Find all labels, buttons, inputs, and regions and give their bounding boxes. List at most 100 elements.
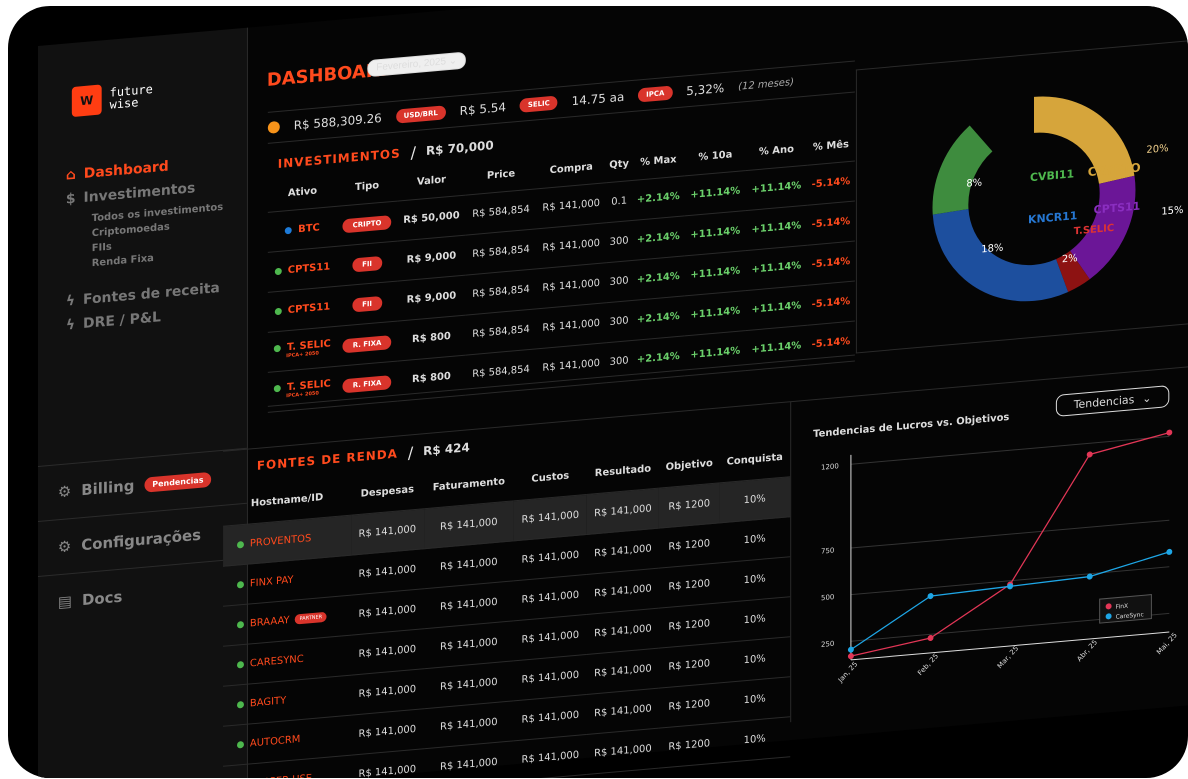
value-cell: R$ 800 xyxy=(396,315,466,362)
title-separator: / xyxy=(407,442,414,463)
expenses-cell: R$ 141,000 xyxy=(351,668,424,716)
trend-chart-panel: Tendencias de Lucros vs. Objetivos Tende… xyxy=(790,362,1188,723)
ten-year-cell: +11.14% xyxy=(684,290,746,336)
price-cell: R$ 584,854 xyxy=(465,308,537,356)
expenses-cell: R$ 141,000 xyxy=(351,748,424,778)
btc-price: R$ 588,309.26 xyxy=(293,110,382,133)
y-tick-label: 1200 xyxy=(821,462,839,472)
column-header: Resultado xyxy=(586,447,660,495)
expenses-cell: R$ 141,000 xyxy=(351,508,424,556)
value-cell: R$ 50,000 xyxy=(396,195,466,242)
sidebar-bottom: ⚙ Billing Pendencias ⚙ Configurações ▤ Docs xyxy=(38,447,247,631)
data-point-caresync xyxy=(1007,583,1014,590)
data-point-finx xyxy=(927,634,934,642)
max-cell: +2.14% xyxy=(631,175,685,221)
ipca-note: (12 meses) xyxy=(738,76,794,93)
price-cell: R$ 584,854 xyxy=(465,268,537,316)
purchase-cell: R$ 141,000 xyxy=(536,182,607,229)
asset-cell: T. SELIC IPCA+ 2050 xyxy=(267,326,338,373)
qty-cell: 300 xyxy=(606,220,632,263)
asset-name: BTC xyxy=(298,222,320,236)
type-badge: FII xyxy=(352,295,382,313)
qty-cell: 300 xyxy=(606,340,632,383)
y-tick-label: 250 xyxy=(821,640,834,649)
x-tick-label: Abr, 25 xyxy=(1076,638,1100,663)
sidebar: W future wise ⌂ Dashboard $ Investimentos T… xyxy=(38,27,248,778)
column-header: Conquista xyxy=(719,436,791,483)
costs-cell: R$ 141,000 xyxy=(514,734,587,778)
goal-cell: R$ 1200 xyxy=(659,682,720,729)
price-cell: R$ 584,854 xyxy=(465,228,537,276)
goal-cell: R$ 1200 xyxy=(659,602,720,649)
selic-value: 14.75 aa xyxy=(571,89,625,109)
data-point-finx xyxy=(1086,451,1093,458)
logo[interactable]: W future wise xyxy=(71,80,153,118)
donut-label-cpts11: CPTS11 xyxy=(1094,200,1141,217)
x-tick-label: Mai, 25 xyxy=(1155,631,1179,656)
asset-status-icon xyxy=(274,384,282,392)
price-cell: R$ 584,854 xyxy=(465,188,537,236)
lightning-icon: ϟ xyxy=(65,292,76,310)
asset-cell: CPTS11 xyxy=(267,246,338,293)
trends-dropdown[interactable]: Tendencias ⌄ xyxy=(1055,385,1170,417)
docs-label: Docs xyxy=(81,587,123,610)
investments-title: INVESTIMENTOS xyxy=(277,146,401,172)
y-tick-label: 750 xyxy=(821,547,834,556)
column-header: Qty xyxy=(606,147,632,183)
ten-year-cell: +11.14% xyxy=(684,250,746,296)
asset-name: CPTS11 xyxy=(287,261,331,277)
status-icon xyxy=(237,700,244,709)
trend-line-chart: 1200 750 500 250 Jan, 25 Feb, 25 Mar, 25 Abr, 2… xyxy=(821,429,1179,685)
asset-status-icon xyxy=(274,344,282,352)
value-cell: R$ 9,000 xyxy=(396,275,466,322)
type-cell: CRIPTO xyxy=(337,201,397,247)
achievement-cell: 10% xyxy=(719,596,791,643)
asset-status-icon xyxy=(274,267,282,275)
type-cell: R. FIXA xyxy=(337,361,397,407)
costs-cell: R$ 141,000 xyxy=(514,494,587,541)
donut-label-kncr11: KNCR11 xyxy=(1028,209,1077,226)
lightning-icon: ϟ xyxy=(65,316,76,334)
purchase-cell: R$ 141,000 xyxy=(536,342,607,389)
hostname-label: CARESYNC xyxy=(249,653,304,670)
usd-label-badge: USD/BRL xyxy=(395,105,446,124)
year-cell: +11.14% xyxy=(745,245,807,291)
achievement-cell: 10% xyxy=(719,516,791,563)
sidebar-item-label: Investimentos xyxy=(83,180,196,207)
asset-cell: CPTS11 xyxy=(267,286,338,333)
qty-cell: 300 xyxy=(606,260,632,303)
ten-year-cell: +11.14% xyxy=(684,170,746,216)
expenses-cell: R$ 141,000 xyxy=(351,588,424,636)
year-cell: +11.14% xyxy=(745,285,807,331)
y-tick-label: 500 xyxy=(821,593,834,602)
settings-icon: ⚙ xyxy=(57,482,72,502)
column-header: % Max xyxy=(631,142,685,181)
period-dropdown[interactable]: Fevereiro, 2025 ⌄ xyxy=(367,51,467,78)
chevron-down-icon: ⌄ xyxy=(445,55,458,68)
x-tick-label: Jan, 25 xyxy=(836,660,859,684)
month-cell: -5.14% xyxy=(806,281,855,326)
qty-cell: 300 xyxy=(606,300,632,343)
achievement-cell: 10% xyxy=(719,676,791,723)
costs-cell: R$ 141,000 xyxy=(514,694,587,741)
selic-label-badge: SELIC xyxy=(519,95,558,113)
chevron-down-icon: ⌄ xyxy=(1142,391,1152,405)
ten-year-cell: +11.14% xyxy=(684,330,746,376)
type-cell: R. FIXA xyxy=(337,321,397,367)
hostname-label: BRAAAY xyxy=(249,614,290,630)
legend-marker-finx xyxy=(1105,603,1112,610)
logo-line-two: wise xyxy=(109,95,139,112)
status-icon xyxy=(237,580,244,589)
series-line-finx xyxy=(850,431,1170,657)
x-tick-label: Mar, 25 xyxy=(996,645,1020,671)
achievement-cell: 10% xyxy=(719,636,791,683)
column-header: % Mês xyxy=(806,127,855,166)
max-cell: +2.14% xyxy=(631,255,685,301)
sidebar-item-dre-pl[interactable]: ϟ DRE / P&L xyxy=(65,303,235,334)
costs-cell: R$ 141,000 xyxy=(514,614,587,661)
ten-year-cell: +11.14% xyxy=(684,210,746,256)
donut-slice-kncr11 xyxy=(932,96,1136,302)
sidebar-nav: ⌂ Dashboard $ Investimentos Todos os inves… xyxy=(66,153,235,342)
column-header: Objetivo xyxy=(659,442,720,489)
